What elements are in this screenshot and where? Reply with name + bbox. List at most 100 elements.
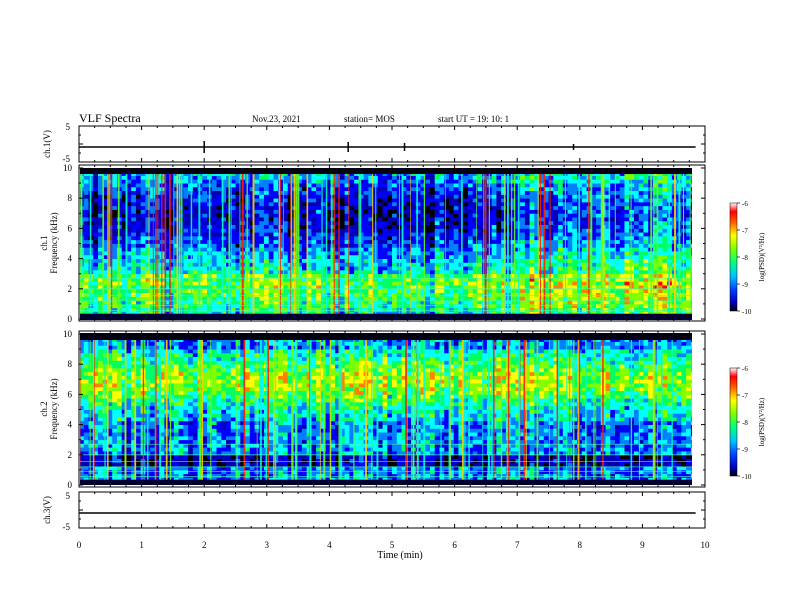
spectrogram-cell — [221, 303, 227, 309]
spectrogram-cell — [591, 292, 597, 297]
spectrogram-cell — [420, 183, 426, 188]
spectrogram-cell — [230, 300, 236, 305]
spectrogram-cell — [553, 262, 559, 267]
spectrogram-cell — [434, 292, 440, 297]
spectrogram-cell — [472, 266, 478, 271]
spectrogram-cell — [235, 232, 241, 237]
spectrogram-cell — [320, 205, 327, 210]
spectrogram-cell — [344, 266, 350, 271]
spectrogram-cell — [173, 198, 180, 203]
spectrogram-cell — [638, 285, 644, 290]
spectrogram-cell — [619, 179, 625, 184]
spectrogram-cell — [453, 213, 459, 218]
spectrogram-cell — [434, 228, 440, 233]
spectrogram-cell — [382, 183, 388, 188]
spectrogram-cell — [619, 296, 625, 301]
spectrogram-cell — [510, 269, 516, 275]
spectrogram-cell — [202, 281, 208, 286]
start-ut-label: start UT = 19: 10: 1 — [438, 114, 510, 124]
spectrogram-cell — [596, 194, 602, 199]
spectrogram-cell — [411, 228, 417, 233]
spectrogram-cell — [131, 209, 137, 214]
spectrogram-cell — [349, 311, 355, 316]
spectrogram-cell — [619, 311, 625, 316]
spectrogram-cell — [377, 254, 383, 259]
spectrogram-cell — [453, 311, 459, 316]
spectrogram-cell — [97, 232, 104, 237]
spectrogram-cell — [83, 201, 89, 207]
spectrogram-cell — [572, 198, 578, 203]
spectrogram-cell — [387, 228, 393, 233]
spectrogram-cell — [458, 285, 464, 290]
spectrogram-cell — [467, 300, 474, 305]
spectrogram-cell — [591, 235, 597, 241]
spectrogram-cell — [477, 235, 483, 241]
spectrogram-cell — [349, 205, 355, 210]
spectrogram-cell — [558, 205, 564, 210]
spectrogram-cell — [339, 205, 346, 210]
spectrogram-cell — [249, 285, 255, 290]
spectrogram-cell — [610, 239, 616, 244]
spectrogram-cell — [121, 217, 127, 222]
spectrogram-cell — [633, 258, 640, 263]
spectrogram-cell — [377, 186, 383, 192]
spectrogram-cell — [567, 243, 573, 248]
spectrogram-cell — [534, 288, 540, 293]
spectrogram-cell — [131, 262, 137, 267]
spectrogram-cell — [425, 205, 431, 210]
spectrogram-cell — [93, 209, 99, 214]
spectrogram-cell — [463, 311, 469, 316]
spectrogram-cell — [282, 217, 289, 222]
spectrogram-cell — [467, 247, 474, 252]
spectrogram-cell — [164, 239, 170, 244]
spectrogram-cell — [145, 205, 151, 210]
spectrogram-cell — [529, 175, 535, 180]
spectrogram-cell — [358, 269, 364, 275]
spectrogram-cell — [164, 209, 170, 214]
spectrogram-cell — [368, 243, 374, 248]
spectrogram-cell — [624, 190, 630, 195]
spectrogram-cell — [121, 209, 127, 214]
spectrogram-cell — [140, 183, 146, 188]
spectrogram-cell — [164, 224, 170, 229]
spectrogram-cell — [448, 269, 455, 275]
spectrogram-cell — [501, 232, 507, 237]
spectrogram-cell — [349, 209, 355, 214]
spectrogram-cell — [458, 205, 464, 210]
spectrogram-cell — [93, 300, 99, 305]
spectrogram-cell — [211, 311, 217, 316]
spectrogram-cell — [453, 277, 459, 282]
spectrogram-cell — [192, 179, 198, 184]
spectrogram-cell — [263, 303, 270, 309]
spectrogram-cell — [377, 209, 383, 214]
spectrogram-cell — [363, 307, 369, 312]
spectrogram-cell — [249, 186, 255, 192]
spectrogram-cell — [97, 311, 104, 316]
spectrogram-cell — [539, 269, 545, 275]
spectrogram-cell — [131, 273, 137, 278]
spectrogram-cell — [249, 273, 255, 278]
spectrogram-cell — [467, 209, 474, 214]
spectrogram-cell — [605, 179, 611, 184]
spectrogram-cell — [439, 254, 445, 259]
spectrogram-cell — [131, 266, 137, 271]
spectrogram-cell — [543, 209, 549, 214]
spectrogram-cell — [249, 269, 255, 275]
spectrogram-cell — [102, 262, 108, 267]
spectrogram-cell — [448, 258, 455, 263]
spectrogram-cell — [112, 296, 118, 301]
spectrogram-cell — [614, 213, 621, 218]
spectrogram-cell — [282, 311, 289, 316]
spectrogram-cell — [581, 296, 587, 301]
spectrogram-cell — [614, 254, 621, 259]
spectrogram-cell — [472, 213, 478, 218]
spectrogram-cell — [429, 269, 436, 275]
spectrogram-cell — [368, 232, 374, 237]
spectrogram-cell — [591, 285, 597, 290]
spectrogram-cell — [339, 194, 346, 199]
spectrogram-cell — [439, 175, 445, 180]
spectrogram-cell — [591, 228, 597, 233]
spectrogram-cell — [169, 307, 175, 312]
spectrogram-cell — [548, 183, 554, 188]
spectrogram-cell — [444, 285, 450, 290]
